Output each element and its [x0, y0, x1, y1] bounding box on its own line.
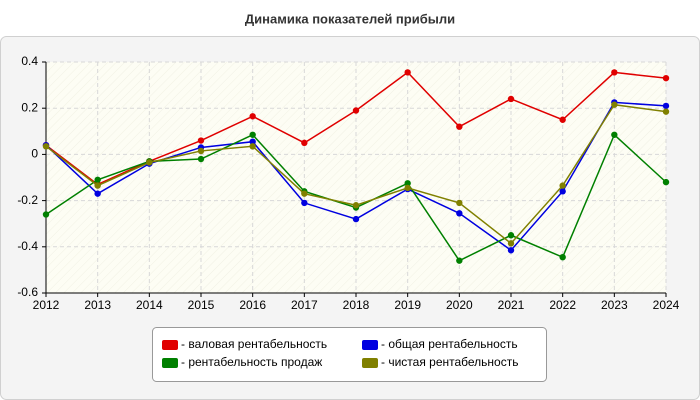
- x-tick-label: 2020: [446, 298, 473, 312]
- data-point: [662, 102, 670, 110]
- data-point: [197, 147, 205, 155]
- data-point: [94, 182, 101, 189]
- data-point: [301, 190, 308, 197]
- data-point: [94, 190, 101, 197]
- data-point: [42, 143, 50, 150]
- x-tick-label: 2021: [498, 298, 525, 312]
- data-point: [662, 178, 670, 186]
- x-tick-label: 2024: [653, 298, 680, 312]
- x-tick-label: 2018: [343, 298, 370, 312]
- data-point: [456, 199, 463, 207]
- x-tick-label: 2023: [601, 298, 628, 312]
- data-point: [352, 215, 360, 223]
- data-point: [249, 143, 256, 150]
- data-point: [404, 69, 411, 76]
- y-tick-label: 0.2: [21, 100, 38, 114]
- legend-swatch: [162, 358, 178, 368]
- data-point: [301, 139, 308, 147]
- data-point: [456, 123, 463, 130]
- x-tick-label: 2022: [549, 298, 576, 312]
- data-point: [559, 253, 566, 261]
- data-point: [559, 182, 566, 189]
- data-point: [249, 113, 256, 120]
- legend-label: - валовая рентабельность: [181, 337, 327, 351]
- y-tick-label: 0: [31, 147, 38, 161]
- data-point: [559, 116, 566, 123]
- y-tick-label: -0.6: [17, 285, 38, 299]
- chart-title: Динамика показателей прибыли: [245, 11, 455, 26]
- data-point: [301, 199, 308, 207]
- data-point: [456, 257, 463, 264]
- data-point: [507, 232, 515, 239]
- x-tick-label: 2012: [33, 298, 60, 312]
- legend-label: - чистая рентабельность: [381, 355, 518, 369]
- y-tick-label: 0.4: [21, 54, 38, 68]
- data-point: [507, 240, 515, 247]
- data-point: [611, 131, 618, 138]
- data-point: [404, 180, 411, 187]
- data-point: [404, 184, 411, 192]
- data-point: [662, 108, 670, 115]
- x-tick-label: 2013: [84, 298, 111, 312]
- legend-swatch: [162, 340, 178, 350]
- data-point: [146, 159, 153, 166]
- legend-label: - общая рентабельность: [381, 337, 518, 351]
- legend-box: [152, 327, 547, 382]
- data-point: [197, 137, 205, 144]
- x-tick-label: 2016: [239, 298, 266, 312]
- data-point: [352, 107, 360, 114]
- y-tick-label: -0.4: [17, 239, 38, 253]
- data-point: [507, 247, 515, 254]
- x-tick-label: 2017: [291, 298, 318, 312]
- plot-layer: -0.6 -0.4 -0.2 0 0.2 0.4 2012 2013 2014 2015 2016 2…: [17, 54, 679, 369]
- data-point: [249, 131, 256, 138]
- data-point: [611, 69, 618, 76]
- data-point: [662, 74, 670, 82]
- data-point: [559, 188, 566, 195]
- legend-label: - рентабельность продаж: [181, 355, 322, 369]
- y-tick-label: -0.2: [17, 193, 38, 207]
- x-tick-label: 2015: [188, 298, 215, 312]
- data-point: [611, 101, 618, 108]
- data-point: [352, 202, 360, 209]
- data-point: [249, 138, 256, 145]
- legend-swatch: [362, 340, 378, 350]
- x-tick-label: 2014: [136, 298, 163, 312]
- data-point: [94, 176, 101, 184]
- data-point: [197, 155, 205, 163]
- legend-swatch: [362, 358, 378, 368]
- x-tick-label: 2019: [394, 298, 421, 312]
- data-point: [456, 210, 463, 217]
- data-point: [507, 95, 515, 103]
- data-point: [42, 211, 50, 218]
